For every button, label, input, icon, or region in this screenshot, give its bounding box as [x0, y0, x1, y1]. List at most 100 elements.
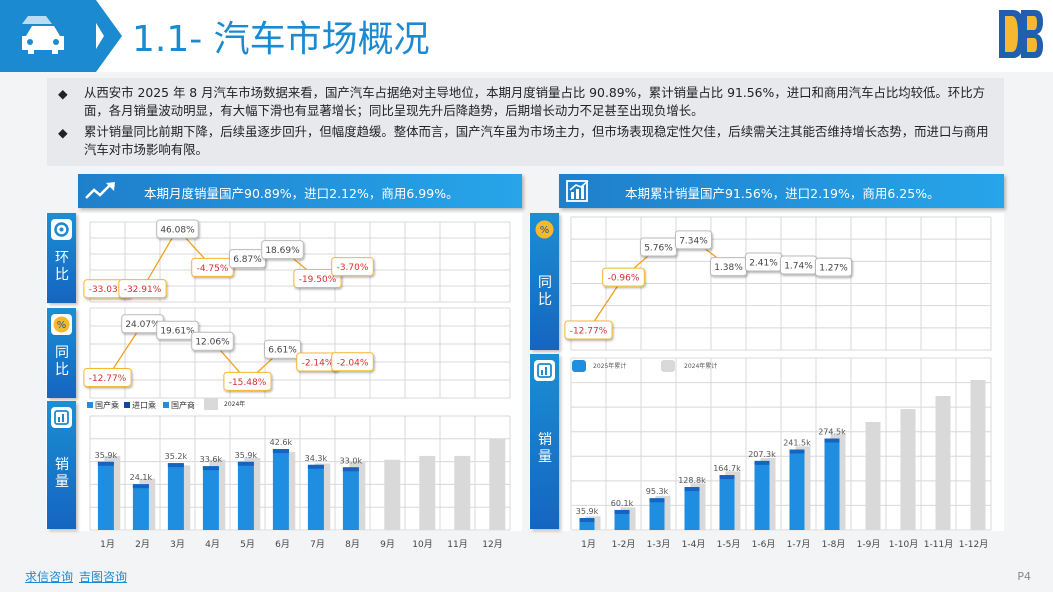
left-yoy-data-label: 19.61%	[160, 327, 195, 337]
left-sales-bar-2024	[384, 459, 401, 530]
page-number: P4	[1017, 570, 1031, 583]
left-legend-swatch	[87, 402, 93, 408]
left-sales-grid	[89, 415, 511, 531]
right-sales-bar-2024	[970, 380, 986, 530]
header-chevron	[82, 0, 122, 72]
right-sales-bar-2024	[900, 409, 916, 530]
left-sales-bar-label: 24.1k	[130, 473, 153, 482]
left-yoy-data-label: -2.14%	[302, 358, 334, 368]
right-yoy-data-label-box	[564, 320, 613, 340]
left-sales-bar-2024	[419, 455, 436, 530]
right-sales-x-tick: 1月	[581, 539, 596, 550]
left-sales-bar-2024	[454, 455, 471, 530]
right-yoy-data-label-box	[675, 230, 712, 250]
right-yoy-data-label: 5.76%	[644, 243, 673, 253]
left-yoy-data-label: 12.06%	[195, 338, 230, 348]
left-yoy-data-label-box	[156, 320, 199, 340]
right-tab-sales-label: 销量	[538, 432, 552, 465]
right-sales-bar-2025	[719, 475, 735, 530]
right-sales-bar-cap	[824, 438, 840, 443]
right-sales-x-tick: 1-6月	[752, 539, 776, 550]
left-sales-x-tick: 7月	[310, 539, 325, 550]
right-banner-text: 本期累计销量国产91.56%，进口2.19%，商用6.25%。	[625, 186, 940, 201]
right-sales-bar-2025	[614, 509, 630, 530]
left-sales-x-tick: 12月	[482, 539, 502, 550]
left-mom-data-label-box	[118, 279, 167, 299]
trend-icon	[85, 182, 115, 199]
bullet-2: ◆	[58, 125, 68, 140]
left-sales-bar-cap	[307, 464, 324, 469]
left-sales-bar-cap	[167, 463, 184, 468]
left-mom-data-label-box	[156, 219, 199, 239]
right-sales-bar-2025	[789, 449, 805, 530]
left-legend-swatch	[124, 402, 130, 408]
right-sales-bar-label: 60.1k	[611, 499, 634, 508]
bar-chart-icon	[51, 407, 72, 428]
right-sales-x-tick: 1-11月	[924, 539, 953, 550]
right-yoy-data-label: -0.96%	[608, 274, 640, 284]
right-legend-label: 2025年累计	[593, 362, 626, 370]
right-legend-label: 2024年累计	[684, 362, 717, 370]
right-sales-bar-label: 207.3k	[748, 450, 776, 459]
left-sales-x-tick: 6月	[275, 539, 290, 550]
right-legend-swatch	[572, 360, 586, 372]
left-sales-bar-label: 33.6k	[200, 455, 223, 464]
left-sales-bar-cap	[202, 466, 219, 471]
footer-brand-1[interactable]: 求信咨询	[25, 570, 74, 584]
left-sales-x-tick: 1月	[100, 539, 115, 550]
right-tab-yoy-label: 同比	[538, 275, 552, 308]
percent-icon: %	[51, 314, 72, 335]
left-legend-swatch	[163, 402, 169, 408]
right-sales-bar-cap	[754, 460, 770, 465]
left-yoy-data-label-box	[264, 339, 301, 359]
left-mom-data-label: -32.91%	[124, 285, 162, 295]
right-legend-swatch	[661, 360, 675, 372]
left-mom-data-label: 6.87%	[233, 255, 262, 265]
right-sales-bar-2025	[579, 518, 595, 530]
right-sales-bar-label: 35.9k	[576, 507, 599, 516]
left-mom-data-label-box	[261, 240, 304, 260]
left-legend-label: 国产乘	[95, 400, 119, 410]
left-sales-x-tick: 11月	[447, 539, 467, 550]
page-title: 1.1- 汽车市场概况	[132, 19, 430, 60]
footer-brand-2[interactable]: 吉图咨询	[79, 570, 128, 584]
left-yoy-data-label: -12.77%	[89, 374, 127, 384]
left-sales-bar-2025	[272, 449, 289, 530]
left-sales-bar-cap	[97, 461, 114, 466]
left-sales-x-tick: 2月	[135, 539, 150, 550]
left-sales-bar-2025	[132, 484, 149, 530]
left-tab-mom: 环比	[47, 213, 76, 303]
right-yoy-data-label-box	[602, 267, 645, 287]
left-legend-swatch	[204, 398, 218, 410]
left-yoy-data-label: -2.04%	[337, 358, 369, 368]
right-sales-x-tick: 1-10月	[889, 539, 918, 550]
right-yoy-data-label: 7.34%	[679, 236, 708, 246]
left-yoy-data-label: -15.48%	[229, 378, 267, 388]
right-sales-bar-2025	[684, 487, 700, 530]
right-sales-x-tick: 1-9月	[857, 539, 881, 550]
left-sales-x-tick: 9月	[380, 539, 395, 550]
left-yoy-data-label: 6.61%	[268, 346, 297, 356]
left-yoy-data-label-box	[223, 371, 272, 391]
left-yoy-data-label-box	[83, 367, 132, 387]
left-sales-bar-2024	[489, 438, 506, 530]
left-sales-x-tick: 10月	[412, 539, 432, 550]
percent-icon: %	[535, 220, 554, 239]
left-sales-bar-label: 35.9k	[235, 451, 258, 460]
left-tab-yoy: % 同比	[47, 308, 76, 398]
left-mom-data-label: -3.70%	[337, 263, 369, 273]
right-sales-bar-2025	[824, 438, 840, 530]
right-sales-bar-label: 128.8k	[678, 476, 706, 485]
left-sales-bar-cap	[272, 449, 289, 454]
right-sales-bar-2024	[865, 422, 881, 530]
left-sales-x-tick: 8月	[345, 539, 360, 550]
right-sales-bar-label: 95.3k	[646, 487, 669, 496]
right-sales-bar-2024	[935, 396, 951, 530]
bullet-1: ◆	[58, 86, 68, 101]
header-band	[0, 0, 1053, 72]
right-banner: 本期累计销量国产91.56%，进口2.19%，商用6.25%。	[559, 174, 1004, 208]
right-sales-x-tick: 1-5月	[717, 539, 741, 550]
bar-chart-icon	[534, 360, 555, 381]
right-sales-bar-cap	[789, 449, 805, 454]
right-sales-bar-label: 241.5k	[783, 439, 811, 448]
